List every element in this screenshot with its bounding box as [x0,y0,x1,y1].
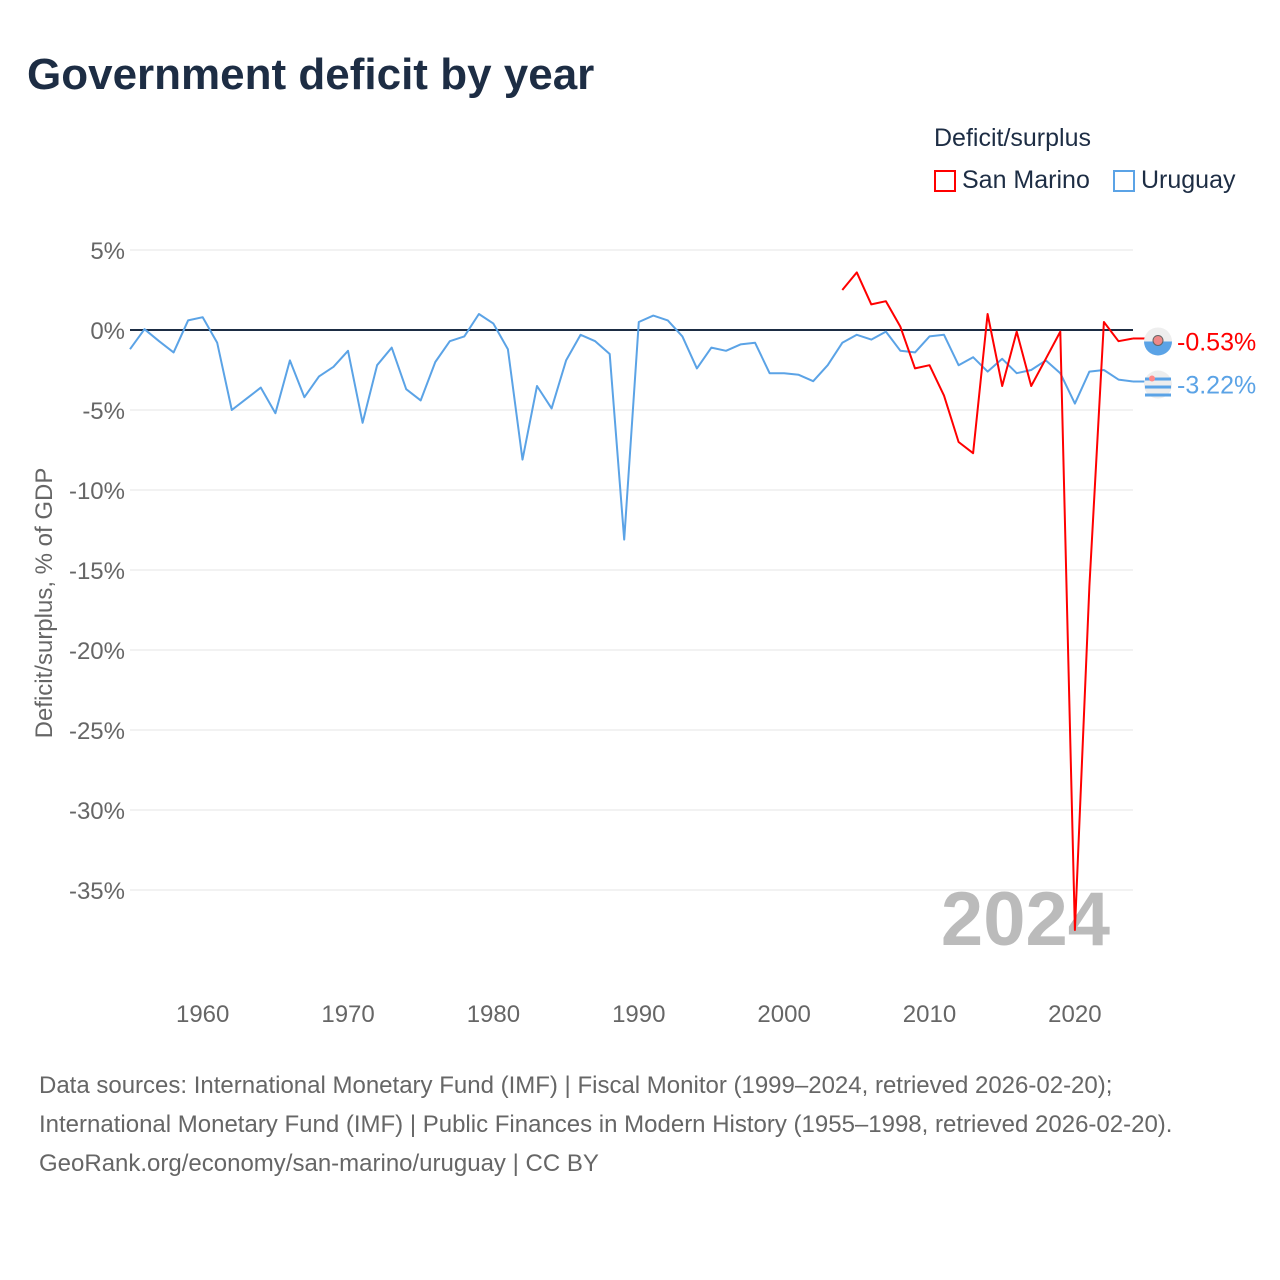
legend-title: Deficit/surplus [934,124,1091,152]
y-tick-label: -15% [69,558,125,585]
line-chart: 5% 0% -5% -10% -15% -20% -25% -30% -35% 1960 1970 1… [31,238,1256,1028]
flag-lower-half [1144,341,1172,356]
x-tick-label: 2010 [903,1001,956,1028]
series-line-san-marino [841,271,1134,931]
flag-stripe [1145,393,1171,397]
flag-emblem [1152,334,1164,346]
flag-stripe [1145,385,1171,389]
legend-swatch-san-marino [934,169,956,192]
x-tick-label: 1960 [176,1001,229,1028]
flag-sun [1149,375,1155,382]
y-tick-label: 5% [90,238,125,265]
credit-link[interactable]: GeoRank.org/economy/san-marino/uruguay |… [39,1150,599,1177]
x-tick-label: 1990 [612,1001,665,1028]
y-axis-label: Deficit/surplus, % of GDP [31,468,58,739]
y-tick-label: -20% [69,638,125,665]
y-tick-label: -10% [69,478,125,505]
x-tick-label: 2000 [757,1001,810,1028]
y-tick-label: -5% [82,398,125,425]
legend-swatch-uruguay [1113,169,1135,192]
legend-label: Uruguay [1141,166,1236,194]
x-tick-label: 1980 [467,1001,520,1028]
legend-item-uruguay[interactable]: Uruguay [1113,166,1236,195]
legend-label: San Marino [962,166,1090,194]
y-tick-label: -30% [69,798,125,825]
footer: Data sources: International Monetary Fun… [39,1066,1239,1183]
end-value-label: -3.22% [1177,372,1256,400]
y-tick-label: 0% [90,318,125,345]
y-tick-label: -35% [69,878,125,905]
y-tick-label: -25% [69,718,125,745]
series-line-uruguay [129,313,1134,541]
legend-item-san-marino[interactable]: San Marino [934,166,1090,195]
year-watermark: 2024 [941,877,1110,962]
end-value-label: -0.53% [1177,328,1256,356]
flag-stripe [1145,377,1171,381]
data-sources: Data sources: International Monetary Fun… [39,1072,1173,1138]
chart-title: Government deficit by year [27,50,595,99]
x-tick-label: 1970 [321,1001,374,1028]
x-tick-label: 2020 [1048,1001,1101,1028]
